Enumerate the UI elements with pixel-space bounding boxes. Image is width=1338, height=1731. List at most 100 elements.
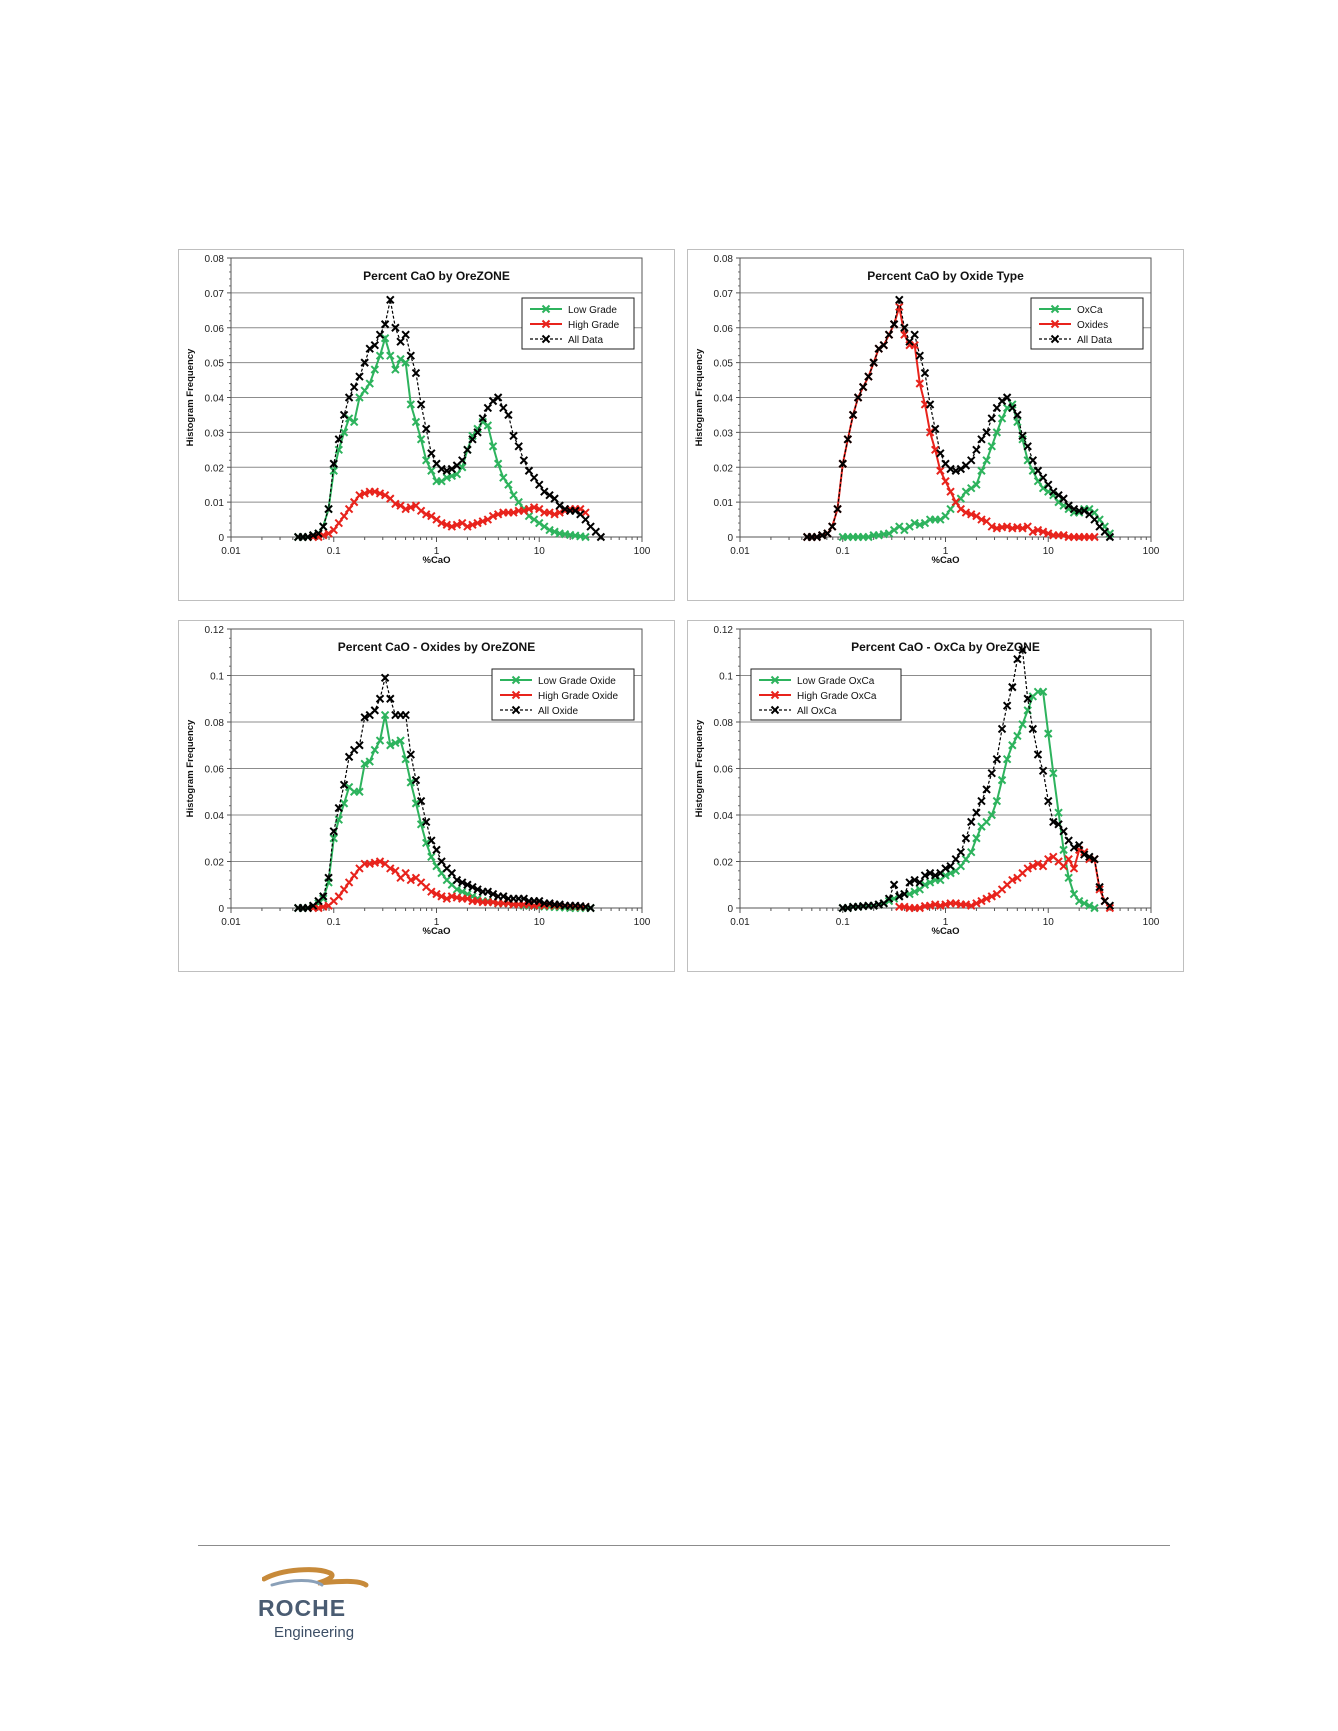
- data-point: [1008, 403, 1017, 413]
- legend-item-all-data: All Data: [530, 334, 603, 346]
- data-point: [499, 473, 508, 482]
- data-point: [910, 887, 919, 896]
- data-point: [925, 868, 935, 878]
- legend-marker: [511, 690, 521, 700]
- data-point: [972, 445, 981, 455]
- data-point: [967, 847, 976, 857]
- company-name: ROCHE: [258, 1595, 347, 1621]
- x-tick-label: 10: [534, 546, 546, 557]
- data-point: [375, 351, 385, 360]
- data-point: [344, 752, 354, 762]
- data-point: [956, 494, 966, 503]
- legend-item-low-grade: Low Grade: [530, 304, 617, 316]
- data-point: [519, 894, 529, 903]
- data-point: [365, 379, 374, 388]
- data-point: [910, 875, 919, 885]
- data-point: [355, 741, 364, 750]
- data-point: [930, 445, 940, 455]
- data-point: [396, 337, 405, 346]
- data-point: [1064, 873, 1073, 882]
- data-point: [961, 508, 971, 517]
- data-point: [360, 386, 369, 395]
- y-tick-label: 0.05: [714, 359, 734, 370]
- data-point: [1090, 532, 1099, 542]
- data-point: [967, 817, 976, 827]
- data-point: [997, 775, 1007, 785]
- y-tick-label: 0.1: [719, 672, 733, 683]
- data-point: [1018, 431, 1027, 441]
- data-point: [895, 892, 904, 901]
- data-point: [951, 854, 961, 864]
- data-point: [499, 892, 508, 901]
- data-point: [555, 501, 564, 510]
- plot-frame: [739, 628, 1152, 909]
- data-point: [396, 736, 405, 745]
- data-point: [977, 896, 986, 906]
- data-point: [1008, 682, 1017, 692]
- data-point: [972, 808, 981, 817]
- data-point: [504, 480, 513, 489]
- legend-marker: [511, 675, 521, 685]
- data-point: [1074, 841, 1084, 850]
- data-point: [452, 875, 462, 885]
- data-point: [355, 787, 364, 796]
- data-point: [509, 490, 518, 500]
- data-point: [1069, 843, 1079, 852]
- data-point: [360, 759, 369, 769]
- data-point: [946, 487, 955, 496]
- data-point: [864, 372, 873, 381]
- data-point: [349, 497, 359, 507]
- legend-item-high-grade-oxide: High Grade Oxide: [500, 690, 618, 702]
- data-point: [370, 706, 380, 715]
- y-axis-label: Histogram Frequency: [694, 719, 705, 817]
- data-point: [427, 511, 436, 521]
- data-point: [895, 295, 904, 305]
- legend-label: All OxCa: [797, 706, 837, 717]
- data-point: [967, 901, 976, 910]
- legend-label: All Oxide: [538, 706, 578, 717]
- data-point: [339, 885, 349, 894]
- data-point: [334, 518, 344, 528]
- data-point: [1038, 473, 1048, 482]
- data-point: [900, 889, 909, 899]
- data-point: [447, 464, 457, 474]
- plot-frame: [739, 257, 1152, 538]
- plot-frame: [230, 628, 643, 909]
- data-point: [463, 894, 472, 903]
- y-tick-label: 0.12: [714, 625, 734, 636]
- data-point: [1038, 766, 1048, 776]
- data-point: [386, 351, 395, 360]
- data-point: [314, 529, 323, 538]
- data-point: [427, 466, 436, 475]
- data-point: [823, 529, 832, 538]
- x-tick-label: 100: [1143, 546, 1160, 557]
- x-tick-label: 0.1: [836, 917, 850, 928]
- data-point: [920, 518, 930, 528]
- data-point: [941, 864, 950, 873]
- data-point: [853, 393, 863, 402]
- x-axis-label: %CaO: [932, 555, 960, 566]
- data-point: [365, 344, 374, 353]
- data-point: [375, 694, 385, 703]
- data-point: [421, 424, 431, 434]
- data-point: [349, 382, 359, 392]
- legend-label: OxCa: [1077, 305, 1103, 316]
- data-point: [411, 417, 421, 427]
- data-point: [581, 515, 590, 524]
- y-tick-label: 0.02: [714, 463, 734, 474]
- data-point: [334, 803, 344, 813]
- data-point: [391, 365, 400, 374]
- data-point: [319, 892, 328, 901]
- data-point: [380, 334, 390, 343]
- data-point: [329, 827, 338, 836]
- x-axis-label: %CaO: [423, 926, 451, 937]
- data-point: [1033, 476, 1043, 486]
- legend-label: Oxides: [1077, 320, 1108, 331]
- data-point: [967, 456, 976, 465]
- data-point: [1028, 861, 1038, 871]
- data-point: [529, 473, 539, 482]
- data-point: [977, 435, 986, 444]
- data-point: [1080, 850, 1089, 859]
- data-point: [396, 354, 405, 364]
- legend-item-all-oxca: All OxCa: [759, 705, 837, 717]
